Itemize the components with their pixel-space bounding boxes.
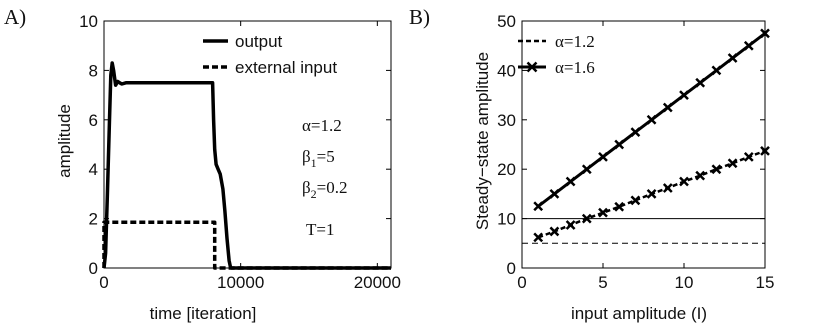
- panel-b-ylabel: Steady−state amplitude: [473, 52, 492, 230]
- alpha16-point: [662, 102, 673, 113]
- alpha16-point: [630, 127, 641, 138]
- panel-b-ytick-label: 20: [497, 160, 516, 179]
- panel-b-axes-box: [521, 20, 766, 269]
- panel-b-ytick-label: 10: [497, 210, 516, 229]
- panel-b-xlabel: input amplitude (I): [571, 304, 707, 323]
- alpha12-point: [727, 158, 738, 169]
- legend-alpha16-label: α=1.6: [555, 58, 595, 77]
- beta2-val: =0.2: [317, 178, 348, 197]
- alpha16-point: [614, 139, 625, 150]
- panel-b-label: B): [409, 5, 430, 29]
- alpha12-point: [598, 207, 608, 218]
- alpha12-point: [533, 232, 544, 243]
- panel-a-ytick-label: 8: [89, 61, 98, 80]
- panel-b-ytick-label: 40: [497, 61, 516, 80]
- alpha12-point: [646, 189, 657, 199]
- alpha12-point: [711, 164, 722, 175]
- alpha-annotation: α=1.2: [302, 116, 342, 135]
- panel-b-ytick-label: 0: [507, 259, 516, 278]
- alpha16-point: [646, 114, 657, 125]
- panel-a-ytick-label: 6: [89, 111, 98, 130]
- panel-a-ytick-label: 10: [79, 12, 98, 31]
- panel-a-label: A): [4, 5, 26, 29]
- alpha16-point: [743, 40, 754, 51]
- panel-a-ytick-label: 0: [89, 259, 98, 278]
- beta2-sub: 2: [311, 187, 317, 201]
- panel-a-xtick-label: 10000: [217, 273, 264, 292]
- panel-a-xlabel: time [iteration]: [150, 304, 257, 323]
- alpha16-point: [760, 28, 770, 39]
- alpha12-point: [662, 183, 673, 193]
- alpha12-point: [581, 213, 592, 224]
- alpha12-point: [565, 220, 576, 230]
- legend-output-label: output: [235, 32, 283, 51]
- alpha12-point: [630, 195, 641, 206]
- legend-external-input-label: external input: [235, 58, 337, 77]
- beta1-base: β: [302, 147, 311, 166]
- beta1-val: =5: [317, 147, 335, 166]
- legend-alpha12-label: α=1.2: [555, 32, 595, 51]
- panel-b-xtick-label: 5: [598, 273, 607, 292]
- alpha16-point: [727, 53, 738, 63]
- output-series-line: [102, 61, 391, 270]
- panel-a-xtick-label: 0: [99, 273, 108, 292]
- alpha16-point: [549, 189, 560, 199]
- panel-a-ytick-label: 4: [89, 160, 98, 179]
- panel-b-xtick-label: 10: [675, 273, 694, 292]
- external-input-series-line: [102, 220, 391, 270]
- panel-b-ytick-label: 30: [497, 111, 516, 130]
- alpha16-point: [598, 151, 608, 162]
- panel-b-ytick-label: 50: [497, 12, 516, 31]
- beta2-annotation: β2=0.2: [302, 178, 348, 201]
- alpha16-point: [565, 176, 576, 187]
- alpha12-point: [743, 151, 754, 162]
- panel-a-xtick-label: 20000: [354, 273, 401, 292]
- panel-a-ylabel: amplitude: [55, 104, 74, 178]
- beta2-base: β: [302, 178, 311, 197]
- alpha16-point: [679, 90, 689, 100]
- legend-alpha16-marker: [526, 61, 538, 73]
- alpha12-point: [760, 146, 770, 156]
- alpha12-point: [614, 201, 625, 212]
- alpha16-point: [695, 77, 706, 88]
- beta1-sub: 1: [311, 156, 317, 170]
- alpha12-point: [549, 226, 560, 237]
- panel-a-ytick-label: 2: [89, 210, 98, 229]
- alpha12-point: [695, 170, 706, 181]
- t-annotation: T=1: [306, 220, 334, 239]
- alpha16-point: [581, 164, 592, 175]
- alpha16-point: [533, 201, 544, 212]
- alpha16-point: [711, 65, 722, 76]
- panel-b-xtick-label: 15: [756, 273, 775, 292]
- beta1-annotation: β1=5: [302, 147, 335, 170]
- panel-b-xtick-label: 0: [517, 273, 526, 292]
- alpha12-point: [679, 176, 689, 187]
